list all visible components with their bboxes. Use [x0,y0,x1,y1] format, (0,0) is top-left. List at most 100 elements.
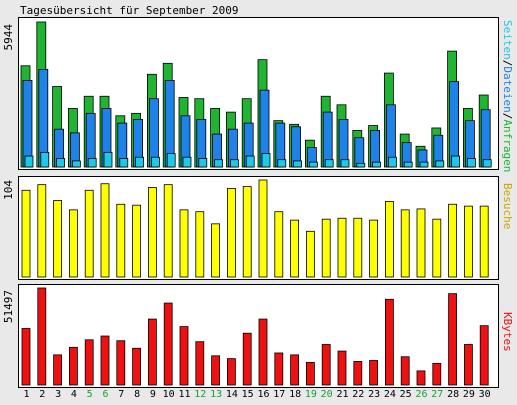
bar-visits-24 [384,201,394,278]
bar-visits-8 [132,204,142,278]
bar-kbytes-26 [416,370,426,386]
bar-pages-8 [135,156,145,168]
bar-visits-11 [179,209,189,278]
day-label-15: 15 [241,389,254,400]
bar-kbytes-25 [400,356,410,386]
bar-kbytes-21 [337,350,347,386]
bar-visits-23 [369,219,379,278]
bar-pages-27 [435,160,445,168]
legend-files: Dateien [501,66,514,113]
bar-pages-11 [182,156,192,168]
bar-visits-15 [242,186,252,278]
bar-kbytes-12 [195,341,205,386]
day-label-28: 28 [447,389,460,400]
bar-visits-17 [274,211,284,278]
bar-pages-1 [24,155,34,168]
bar-kbytes-5 [84,339,94,386]
bar-visits-22 [353,217,363,278]
bar-visits-26 [416,208,426,278]
bar-pages-4 [72,160,81,168]
bar-pages-15 [245,155,255,168]
bar-pages-2 [40,151,50,168]
day-label-25: 25 [399,389,412,400]
bar-pages-10 [166,153,176,168]
bar-visits-13 [211,223,221,278]
bar-visits-1 [21,189,31,278]
bar-kbytes-9 [147,318,157,386]
bar-pages-3 [56,158,65,168]
bar-pages-19 [308,161,318,168]
bar-kbytes-7 [116,340,126,386]
day-label-21: 21 [336,389,349,400]
bar-kbytes-19 [305,361,315,386]
bar-visits-14 [226,187,236,278]
day-label-30: 30 [478,389,491,400]
day-label-10: 10 [162,389,175,400]
bar-pages-21 [340,159,350,168]
day-label-22: 22 [352,389,365,400]
bar-kbytes-29 [463,344,473,386]
day-label-24: 24 [383,389,396,400]
legend-kbytes: KBytes [501,312,514,352]
day-label-7: 7 [118,389,125,400]
bar-pages-18 [293,160,303,168]
legend-hits: Anfragen [501,119,514,173]
day-label-12: 12 [194,389,207,400]
bar-pages-26 [419,161,429,168]
bar-kbytes-27 [432,362,442,386]
day-label-13: 13 [210,389,223,400]
bar-pages-25 [403,161,413,168]
day-label-9: 9 [149,389,156,400]
day-label-23: 23 [368,389,381,400]
day-label-4: 4 [70,389,77,400]
day-label-6: 6 [102,389,109,400]
bar-visits-20 [321,218,331,278]
bar-visits-2 [37,184,47,278]
bar-pages-6 [103,151,113,168]
bar-visits-27 [432,218,442,278]
bar-kbytes-15 [242,332,252,386]
bar-pages-30 [482,159,492,168]
day-label-29: 29 [462,389,475,400]
day-label-19: 19 [304,389,317,400]
bar-visits-21 [337,217,347,278]
bar-kbytes-13 [211,355,221,386]
bar-pages-13 [214,159,224,168]
bar-kbytes-23 [369,360,379,386]
day-label-8: 8 [134,389,141,400]
bar-visits-7 [116,203,126,278]
day-label-27: 27 [431,389,444,400]
bar-visits-5 [84,189,94,278]
day-label-18: 18 [289,389,302,400]
bar-visits-3 [53,200,62,278]
legend-sep-2: / [501,112,514,120]
legend-top: Seiten/Dateien/Anfragen [501,20,514,172]
day-label-11: 11 [178,389,191,400]
bar-kbytes-10 [163,302,173,386]
bar-files-1 [22,80,33,168]
bar-kbytes-30 [479,325,489,386]
day-label-20: 20 [320,389,333,400]
bar-kbytes-8 [132,347,142,386]
bar-files-20 [322,111,333,168]
day-label-16: 16 [257,389,270,400]
bar-kbytes-1 [21,328,31,386]
chart-title: Tagesübersicht für September 2009 [20,4,239,17]
bar-kbytes-11 [179,326,189,386]
bar-pages-7 [119,158,129,168]
legend-sep-1: / [501,59,514,67]
bar-files-22 [354,137,365,168]
bar-kbytes-16 [258,318,268,386]
bar-visits-18 [290,219,300,278]
legend-pages: Seiten [501,20,514,60]
bar-pages-22 [356,162,366,168]
bar-visits-10 [163,184,173,278]
bar-files-28 [449,81,460,168]
bar-pages-23 [372,161,382,168]
bar-kbytes-20 [321,344,331,386]
bar-kbytes-6 [100,335,110,386]
bar-files-30 [480,109,491,168]
bar-pages-14 [229,159,239,168]
